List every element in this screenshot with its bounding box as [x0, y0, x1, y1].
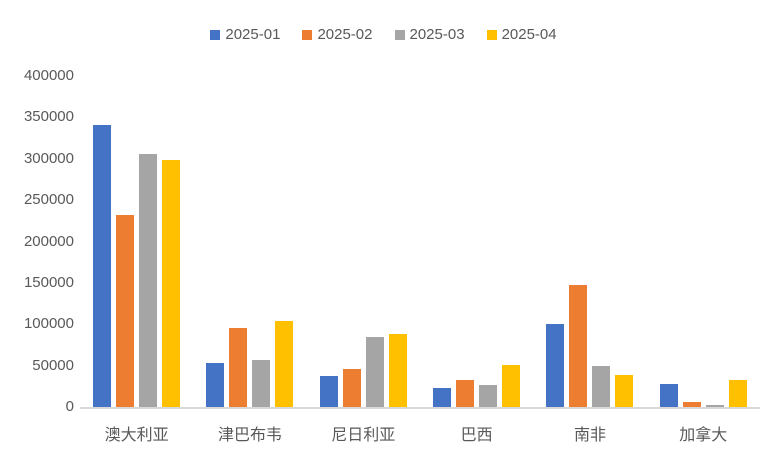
legend-item-2025-04: 2025-04: [486, 26, 557, 43]
bar-津巴布韦-2025-01: [206, 363, 225, 407]
bar-澳大利亚-2025-04: [162, 160, 181, 407]
bar-巴西-2025-04: [502, 365, 521, 407]
legend-item-2025-03: 2025-03: [394, 26, 465, 43]
bar-巴西-2025-01: [433, 388, 452, 407]
y-tick-label: 300000: [23, 149, 74, 167]
bar-澳大利亚-2025-02: [116, 215, 135, 407]
bar-尼日利亚-2025-04: [388, 334, 407, 407]
legend-swatch-icon: [394, 29, 405, 40]
bar-group-津巴布韦: [206, 76, 294, 407]
bar-加拿大-2025-03: [705, 405, 724, 407]
x-axis-labels: 澳大利亚 津巴布韦 尼日利亚 巴西 南非 加拿大: [80, 421, 760, 445]
bar-group-巴西: [433, 76, 521, 407]
x-axis-label-澳大利亚: 澳大利亚: [104, 427, 169, 444]
bar-澳大利亚-2025-03: [139, 154, 158, 407]
y-tick-label: 200000: [23, 232, 74, 250]
legend-item-2025-02: 2025-02: [302, 26, 373, 43]
y-tick-label: 0: [65, 398, 74, 415]
legend-item-2025-01: 2025-01: [210, 26, 280, 43]
y-tick-label: 250000: [23, 191, 74, 209]
bar-group-尼日利亚: [319, 76, 407, 407]
bar-加拿大-2025-02: [682, 402, 701, 407]
bar-南非-2025-03: [592, 366, 611, 407]
bar-津巴布韦-2025-04: [275, 321, 294, 407]
x-axis-label-巴西: 巴西: [460, 427, 493, 444]
bar-南非-2025-04: [615, 375, 634, 407]
legend-label: 2025-03: [409, 26, 465, 43]
y-tick-label: 150000: [23, 273, 74, 291]
bar-澳大利亚-2025-01: [93, 125, 112, 407]
bar-group-加拿大: [659, 76, 747, 407]
legend-label: 2025-01: [225, 26, 281, 43]
legend-swatch-icon: [302, 29, 313, 40]
bar-group-澳大利亚: [93, 76, 181, 407]
y-tick-label: 400000: [23, 67, 74, 84]
x-axis-label-南非: 南非: [573, 427, 606, 444]
x-axis-label-加拿大: 加拿大: [679, 427, 728, 444]
legend-label: 2025-04: [501, 26, 557, 43]
bar-南非-2025-02: [569, 285, 588, 407]
legend-swatch-icon: [210, 29, 221, 40]
bar-南非-2025-01: [546, 324, 565, 407]
bar-加拿大-2025-04: [728, 380, 747, 407]
bar-巴西-2025-02: [456, 380, 475, 407]
y-tick-label: 50000: [32, 356, 74, 374]
y-axis: 400000 350000 300000 250000 200000 150000 1000…: [0, 0, 74, 458]
legend-label: 2025-02: [317, 26, 373, 43]
bar-尼日利亚-2025-03: [365, 337, 384, 407]
chart-legend: 2025-01 2025-02 2025-03 2025-04: [0, 26, 767, 43]
plot-area: [80, 76, 760, 409]
x-axis-label-津巴布韦: 津巴布韦: [217, 427, 282, 444]
y-tick-label: 350000: [23, 108, 74, 126]
bar-尼日利亚-2025-02: [342, 369, 361, 407]
y-tick-label: 100000: [23, 315, 74, 333]
bar-巴西-2025-03: [479, 385, 498, 407]
bar-加拿大-2025-01: [659, 384, 678, 407]
bar-津巴布韦-2025-03: [252, 360, 271, 407]
legend-swatch-icon: [486, 29, 497, 40]
x-axis-label-尼日利亚: 尼日利亚: [331, 427, 396, 444]
bar-津巴布韦-2025-02: [229, 328, 248, 407]
bar-尼日利亚-2025-01: [319, 376, 338, 407]
bar-group-南非: [546, 76, 634, 407]
